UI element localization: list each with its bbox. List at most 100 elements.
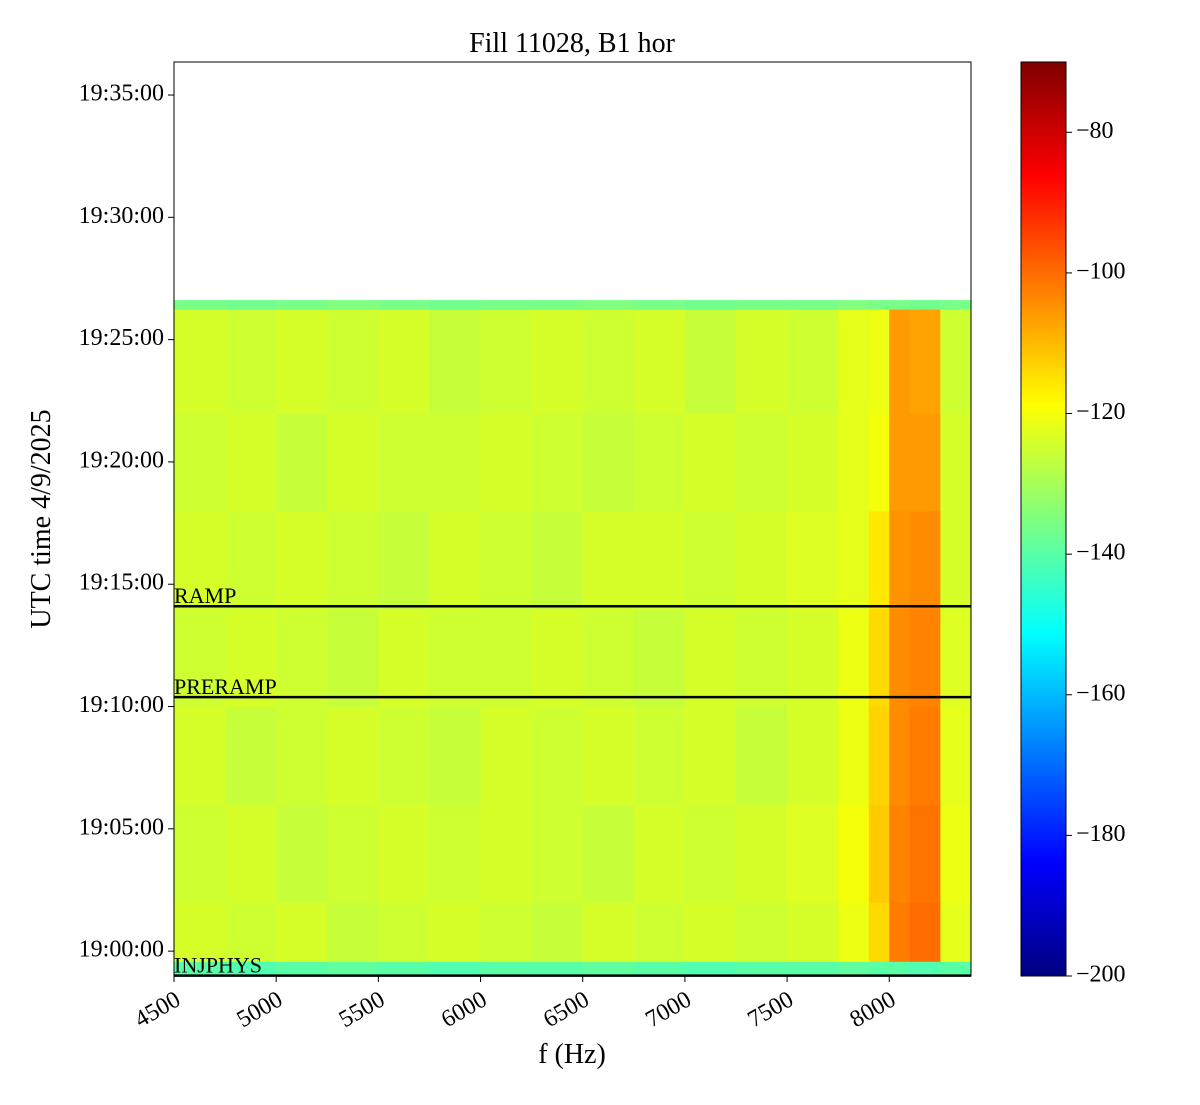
heatmap-cell xyxy=(940,510,972,610)
heatmap-cell xyxy=(909,608,941,708)
heatmap-cell xyxy=(429,902,482,962)
heatmap-cell xyxy=(868,300,890,310)
heatmap-cell xyxy=(787,413,839,512)
heatmap-cell xyxy=(174,309,226,414)
heatmap-cell xyxy=(429,608,482,708)
heatmap-cell xyxy=(684,608,737,708)
heatmap-cell xyxy=(868,804,890,903)
heatmap-cell xyxy=(735,706,788,805)
x-tick-label: 5500 xyxy=(335,987,390,1034)
heatmap-cell xyxy=(787,706,839,805)
heatmap-cell xyxy=(582,309,635,414)
heatmap-cell xyxy=(480,309,533,414)
heatmap-cell xyxy=(225,510,277,610)
heatmap-cell xyxy=(429,309,482,414)
heatmap-cell xyxy=(735,961,788,977)
heatmap-cell xyxy=(633,510,686,610)
heatmap-cell xyxy=(327,413,379,512)
heatmap-cell xyxy=(582,300,635,310)
colorbar-tick-label: −140 xyxy=(1076,540,1126,566)
heatmap-cell xyxy=(378,902,430,962)
heatmap-cell xyxy=(480,510,533,610)
heatmap-cell xyxy=(582,510,635,610)
heatmap-cell xyxy=(531,961,584,977)
heatmap-cell xyxy=(940,961,972,977)
heatmap-cell xyxy=(940,608,972,708)
heatmap-cell xyxy=(480,413,533,512)
heatmap-cell xyxy=(378,309,430,414)
heatmap-cell xyxy=(276,902,328,962)
heatmap-cell xyxy=(684,510,737,610)
x-tick-label: 7500 xyxy=(744,987,799,1034)
heatmap-cell xyxy=(633,413,686,512)
heatmap-cell xyxy=(940,300,972,310)
heatmap-cell xyxy=(868,309,890,414)
heatmap-cell xyxy=(838,902,870,962)
event-label: RAMP xyxy=(174,583,236,608)
heatmap-cell xyxy=(582,413,635,512)
heatmap-cell xyxy=(787,309,839,414)
y-tick-label: 19:35:00 xyxy=(79,81,164,107)
x-tick-label: 8000 xyxy=(846,987,901,1034)
heatmap-cell xyxy=(429,510,482,610)
heatmap-cell xyxy=(327,804,379,903)
y-tick-label: 19:05:00 xyxy=(79,814,164,840)
heatmap-cell xyxy=(531,804,584,903)
heatmap-cell xyxy=(633,961,686,977)
heatmap-cell xyxy=(684,309,737,414)
heatmap-cell xyxy=(276,804,328,903)
heatmap-cell xyxy=(531,510,584,610)
heatmap-cell xyxy=(327,608,379,708)
heatmap-cell xyxy=(531,309,584,414)
heatmap-cell xyxy=(225,309,277,414)
heatmap-cell xyxy=(174,608,226,708)
heatmap-cell xyxy=(633,706,686,805)
heatmap-cell xyxy=(909,309,941,414)
heatmap-cell xyxy=(909,300,941,310)
heatmap-cell xyxy=(327,902,379,962)
x-tick-label: 5000 xyxy=(233,987,288,1034)
heatmap-cell xyxy=(429,961,482,977)
y-tick-label: 19:10:00 xyxy=(79,692,164,718)
heatmap-cell xyxy=(174,804,226,903)
heatmap-cell xyxy=(889,300,911,310)
heatmap-cell xyxy=(429,413,482,512)
heatmap-cell xyxy=(889,608,911,708)
heatmap-cell xyxy=(378,804,430,903)
heatmap-cell xyxy=(174,413,226,512)
heatmap-cell xyxy=(633,804,686,903)
heatmap-cell xyxy=(940,804,972,903)
colorbar-tick-label: −80 xyxy=(1076,118,1114,144)
heatmap-cell xyxy=(868,961,890,977)
heatmap-cell xyxy=(174,510,226,610)
heatmap-cell xyxy=(429,706,482,805)
heatmap-cell xyxy=(838,510,870,610)
heatmap-cell xyxy=(889,804,911,903)
heatmap-cell xyxy=(378,961,430,977)
heatmap-cell xyxy=(684,706,737,805)
x-tick-label: 6500 xyxy=(539,987,594,1034)
heatmap-cell xyxy=(531,706,584,805)
heatmap-cell xyxy=(378,510,430,610)
heatmap-cell xyxy=(174,300,226,310)
heatmap-cell xyxy=(684,961,737,977)
colorbar xyxy=(1020,61,1067,977)
heatmap-cell xyxy=(378,608,430,708)
heatmap-cell xyxy=(684,300,737,310)
heatmap-cell xyxy=(480,706,533,805)
heatmap-cell xyxy=(889,309,911,414)
colorbar-tick-label: −180 xyxy=(1076,821,1126,847)
heatmap-cell xyxy=(909,961,941,977)
heatmap-cell xyxy=(378,413,430,512)
heatmap-cell xyxy=(889,902,911,962)
heatmap-cell xyxy=(225,608,277,708)
heatmap-cell xyxy=(735,804,788,903)
heatmap-cell xyxy=(838,608,870,708)
event-label: PRERAMP xyxy=(174,674,277,699)
heatmap-cell xyxy=(868,510,890,610)
x-axis-label: f (Hz) xyxy=(538,1039,606,1070)
heatmap-cell xyxy=(327,706,379,805)
heatmap-cell xyxy=(684,902,737,962)
heatmap-cell xyxy=(174,961,226,977)
heatmap-cell xyxy=(684,804,737,903)
